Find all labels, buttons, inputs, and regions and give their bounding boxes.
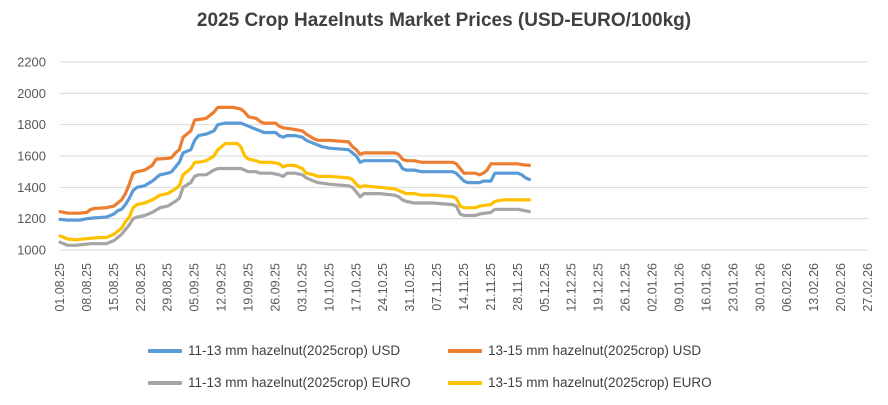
x-tick-label: 16.01.26 xyxy=(699,263,713,312)
x-tick-label: 09.01.26 xyxy=(672,263,686,312)
x-tick-label: 10.10.25 xyxy=(322,263,336,312)
x-tick-label: 12.09.25 xyxy=(215,263,229,312)
x-tick-label: 06.02.26 xyxy=(780,263,794,312)
y-tick-label: 1200 xyxy=(17,211,46,226)
legend-swatch xyxy=(448,348,482,353)
x-tick-label: 26.09.25 xyxy=(268,263,282,312)
legend-label: 13-15 mm hazelnut(2025crop) USD xyxy=(488,343,702,358)
series-line-1 xyxy=(58,105,532,215)
x-tick-label: 05.09.25 xyxy=(188,263,202,312)
grid-layer xyxy=(60,61,868,251)
y-tick-labels: 1000 1200 1400 1600 1800 2000 2200 xyxy=(17,55,46,258)
x-tick-label: 29.08.25 xyxy=(161,263,175,312)
x-tick-label: 27.02.26 xyxy=(861,263,875,312)
chart-title: 2025 Crop Hazelnuts Market Prices (USD-E… xyxy=(196,10,692,31)
x-tick-labels: 01.08.25 08.08.25 15.08.25 22.08.25 29.08.25… xyxy=(53,263,875,312)
legend-swatch xyxy=(448,380,482,385)
x-tick-label: 22.08.25 xyxy=(134,263,148,312)
y-tick-label: 1800 xyxy=(17,117,46,132)
legend-item-euro-13-15: 13-15 mm hazelnut(2025crop) EURO xyxy=(448,375,712,390)
legend-label: 11-13 mm hazelnut(2025crop) USD xyxy=(188,343,401,358)
x-tick-label: 19.12.25 xyxy=(592,263,606,312)
x-tick-label: 14.11.25 xyxy=(457,263,471,311)
legend-label: 13-15 mm hazelnut(2025crop) EURO xyxy=(488,375,712,390)
plot-area: 1000 1200 1400 1600 1800 2000 2200 01.08.25 08.… xyxy=(17,55,875,312)
series-line-0 xyxy=(58,121,532,222)
x-tick-label: 31.10.25 xyxy=(403,263,417,312)
x-tick-label: 24.10.25 xyxy=(376,263,390,312)
y-tick-label: 1400 xyxy=(17,180,46,195)
x-tick-label: 13.02.26 xyxy=(807,263,821,312)
series-layer xyxy=(58,105,532,247)
x-tick-label: 20.02.26 xyxy=(834,263,848,312)
legend-swatch xyxy=(148,380,182,385)
y-tick-label: 1000 xyxy=(17,243,46,258)
legend-swatch xyxy=(148,348,182,353)
x-tick-label: 05.12.25 xyxy=(538,263,552,312)
x-tick-label: 03.10.25 xyxy=(295,263,309,312)
x-tick-label: 17.10.25 xyxy=(349,263,363,312)
x-tick-label: 30.01.26 xyxy=(753,263,767,312)
x-tick-label: 12.12.25 xyxy=(565,263,579,312)
x-tick-label: 07.11.25 xyxy=(430,263,444,311)
legend-item-euro-11-13: 11-13 mm hazelnut(2025crop) EURO xyxy=(148,375,411,390)
legend-item-usd-11-13: 11-13 mm hazelnut(2025crop) USD xyxy=(148,343,400,358)
series-line-3 xyxy=(58,141,532,242)
x-tick-label: 21.11.25 xyxy=(484,263,498,311)
x-tick-label: 19.09.25 xyxy=(242,263,256,312)
x-tick-label: 15.08.25 xyxy=(107,263,121,312)
y-tick-label: 2000 xyxy=(17,86,46,101)
x-tick-label: 08.08.25 xyxy=(80,263,94,312)
legend-item-usd-13-15: 13-15 mm hazelnut(2025crop) USD xyxy=(448,343,701,358)
x-tick-label: 23.01.26 xyxy=(726,263,740,312)
x-tick-label: 02.01.26 xyxy=(646,263,660,312)
y-tick-label: 2200 xyxy=(17,55,46,70)
x-tick-label: 28.11.25 xyxy=(511,263,525,311)
series-line-2 xyxy=(58,166,532,247)
legend-label: 11-13 mm hazelnut(2025crop) EURO xyxy=(188,375,411,390)
x-tick-label: 01.08.25 xyxy=(53,263,67,312)
y-tick-label: 1600 xyxy=(17,149,46,164)
x-tick-label: 26.12.25 xyxy=(619,263,633,312)
